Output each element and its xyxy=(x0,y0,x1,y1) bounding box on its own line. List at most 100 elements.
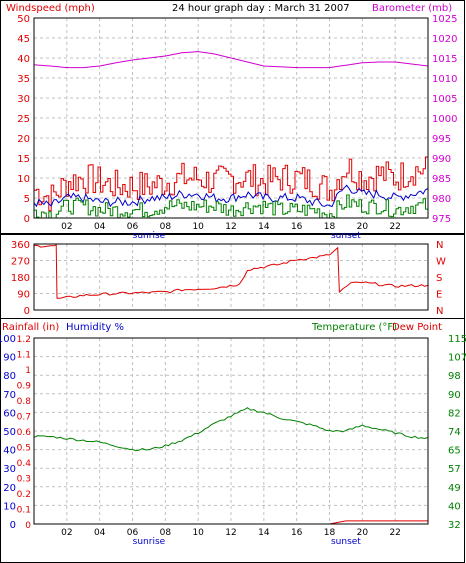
p3-humidity-tick-80: 80 xyxy=(3,371,16,382)
p1-xtick-14: 14 xyxy=(258,222,270,232)
p1-y2tick-990: 990 xyxy=(432,154,451,165)
p3-xtick-22: 22 xyxy=(389,528,400,538)
p1-series-blue xyxy=(33,184,429,208)
p3-humidity-tick-40: 40 xyxy=(3,446,16,457)
p3-rain-tick-4: 0.4 xyxy=(17,459,32,469)
p1-y2tick-985: 985 xyxy=(432,174,451,185)
p1-ytick-15: 15 xyxy=(17,154,30,165)
p3-humidity-tick-100: 100 xyxy=(0,334,16,345)
p3-temp-tick-74: 74 xyxy=(448,427,461,438)
p3-rain-tick-6: 0.6 xyxy=(17,428,32,438)
p1-sunrise-label: sunrise xyxy=(133,231,166,241)
chart-title: 24 hour graph day : March 31 2007 xyxy=(172,3,350,14)
p2-compass-4: N xyxy=(436,306,443,317)
p1-xtick-06: 06 xyxy=(127,222,139,232)
p2-ytick-90: 90 xyxy=(17,290,30,301)
p3-xtick-18: 18 xyxy=(324,528,336,538)
p1-xtick-18: 18 xyxy=(324,222,336,232)
p3-plot-area xyxy=(33,337,429,525)
p1-y2tick-1000: 1000 xyxy=(432,114,457,125)
p1-ytick-5: 5 xyxy=(24,194,30,205)
p3-humidity-tick-20: 20 xyxy=(3,483,16,494)
p3-rain-tick-12: 1.2 xyxy=(17,335,31,345)
p1-xtick-10: 10 xyxy=(192,222,204,232)
p3-humidity-tick-0: 0 xyxy=(10,520,16,531)
p3-temp-tick-98: 98 xyxy=(448,371,461,382)
rainfall-label: Rainfall (in) xyxy=(2,322,59,333)
p2-ytick-0: 0 xyxy=(24,306,30,317)
p2-plot-area xyxy=(33,243,429,311)
p1-ytick-50: 50 xyxy=(17,14,30,25)
p3-xtick-04: 04 xyxy=(94,528,106,538)
p3-rain-tick-1: 0.1 xyxy=(17,506,31,516)
p3-rain-tick-7: 0.7 xyxy=(17,413,31,423)
temperature-label: Temperature (°F) xyxy=(311,322,397,333)
p3-xtick-20: 20 xyxy=(357,528,369,538)
p3-rain-tick-9: 0.9 xyxy=(17,382,32,392)
p1-sunset-label: sunset xyxy=(331,231,361,241)
p3-sunrise-label: sunrise xyxy=(133,537,166,547)
barometer-label: Barometer (mb) xyxy=(372,3,452,14)
p3-temp-tick-107: 107 xyxy=(448,353,466,364)
windspeed-label: Windspeed (mph) xyxy=(6,3,95,14)
p3-rain-tick-3: 0.3 xyxy=(17,475,31,485)
p3-xtick-08: 08 xyxy=(160,528,172,538)
p3-rain-tick-0: 0 xyxy=(25,521,31,531)
p2-compass-1: W xyxy=(436,257,446,268)
p3-humidity-tick-30: 30 xyxy=(3,464,16,475)
p3-temp-tick-49: 49 xyxy=(448,483,461,494)
p3-humidity-tick-50: 50 xyxy=(3,427,16,438)
p1-y2tick-1025: 1025 xyxy=(432,14,457,25)
p3-xtick-12: 12 xyxy=(225,528,236,538)
p1-xtick-22: 22 xyxy=(389,222,400,232)
p3-temp-tick-32: 32 xyxy=(448,520,461,531)
p1-ytick-40: 40 xyxy=(17,54,30,65)
p3-xtick-14: 14 xyxy=(258,528,270,538)
p1-ytick-35: 35 xyxy=(17,74,30,85)
p1-y2tick-1015: 1015 xyxy=(432,54,457,65)
p3-humidity-tick-90: 90 xyxy=(3,353,16,364)
p3-rain-tick-2: 0.2 xyxy=(17,490,31,500)
p1-xtick-04: 04 xyxy=(94,222,106,232)
p1-xtick-08: 08 xyxy=(160,222,172,232)
humidity-label: Humidity % xyxy=(66,322,124,333)
p3-temp-tick-57: 57 xyxy=(448,464,461,475)
p3-sunset-label: sunset xyxy=(331,537,361,547)
p1-ytick-30: 30 xyxy=(17,94,30,105)
p1-y2tick-1020: 1020 xyxy=(432,34,457,45)
dewpoint-label: Dew Point xyxy=(392,322,442,333)
p2-compass-2: S xyxy=(436,273,442,284)
p1-ytick-10: 10 xyxy=(17,174,30,185)
p1-xtick-02: 02 xyxy=(61,222,72,232)
p2-compass-0: N xyxy=(436,240,443,251)
p3-rain-tick-8: 0.8 xyxy=(17,397,32,407)
p3-series-green xyxy=(33,407,429,452)
p1-series-green xyxy=(34,194,429,219)
p2-ytick-270: 270 xyxy=(11,257,30,268)
p1-xtick-16: 16 xyxy=(291,222,303,232)
p3-humidity-tick-60: 60 xyxy=(3,408,16,419)
p1-ytick-20: 20 xyxy=(17,134,30,145)
p1-ytick-45: 45 xyxy=(17,34,30,45)
p3-temp-tick-82: 82 xyxy=(448,408,461,419)
p1-y2tick-1010: 1010 xyxy=(432,74,457,85)
p1-plot-area xyxy=(33,17,429,219)
p2-ytick-360: 360 xyxy=(11,240,30,251)
p3-rain-tick-11: 1.1 xyxy=(17,351,31,361)
p1-y2tick-975: 975 xyxy=(432,214,451,225)
p1-y2tick-995: 995 xyxy=(432,134,451,145)
p1-ytick-0: 0 xyxy=(24,214,30,225)
p3-temp-tick-40: 40 xyxy=(448,501,461,512)
p2-ytick-180: 180 xyxy=(11,273,30,284)
p1-series-magenta xyxy=(33,51,429,69)
p1-y2tick-980: 980 xyxy=(432,194,451,205)
p3-xtick-02: 02 xyxy=(61,528,72,538)
p2-compass-3: E xyxy=(436,290,442,301)
p3-xtick-10: 10 xyxy=(192,528,204,538)
p2-series-direction xyxy=(33,244,429,299)
p3-xtick-16: 16 xyxy=(291,528,303,538)
outer-frame-top xyxy=(0,0,465,234)
